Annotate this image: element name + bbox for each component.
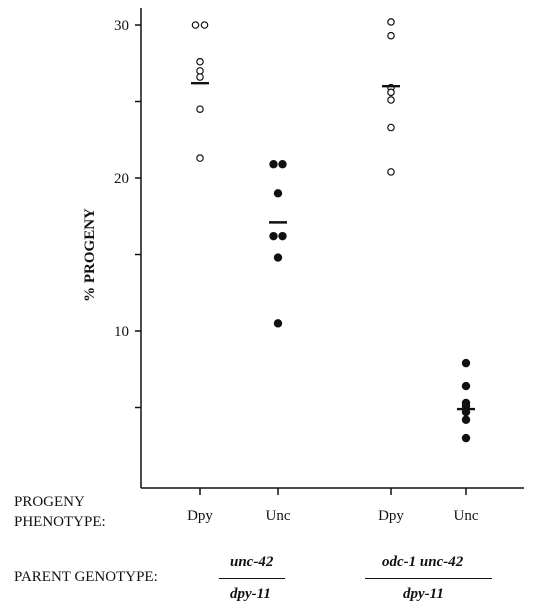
y-tick-label-20: 20	[114, 171, 129, 187]
data-point	[196, 73, 204, 81]
y-tick-label-30: 30	[114, 18, 129, 34]
data-point	[461, 415, 471, 424]
y-tick-label-10: 10	[114, 324, 129, 340]
data-point	[273, 253, 283, 262]
data-point	[196, 105, 204, 113]
group1-genotype-rule	[219, 578, 285, 579]
data-point	[278, 231, 287, 241]
group1-genotype-bottom: dpy-11	[230, 586, 271, 602]
group2-genotype-rule	[365, 578, 492, 579]
group2-genotype-bottom: dpy-11	[403, 586, 444, 602]
data-point	[196, 154, 204, 162]
data-point	[269, 231, 278, 241]
data-point	[273, 189, 283, 198]
data-point	[387, 168, 395, 176]
data-point	[461, 358, 471, 368]
data-point	[387, 31, 395, 40]
data-point	[191, 21, 200, 29]
x-tick-label-dpy: Dpy	[187, 508, 213, 524]
group1-genotype-top: unc-42	[230, 554, 274, 570]
progeny-phenotype-label-line1: PROGENY	[14, 494, 85, 510]
data-point	[461, 433, 471, 443]
group2-genotype-top: odc-1 unc-42	[382, 554, 464, 570]
data-point	[278, 160, 287, 169]
data-point	[387, 88, 395, 97]
data-point	[196, 57, 204, 66]
data-point	[461, 381, 471, 391]
data-point	[387, 96, 395, 104]
data-point	[387, 18, 395, 26]
x-tick-label-unc: Unc	[266, 508, 291, 524]
data-point	[269, 160, 278, 169]
progeny-phenotype-label-line2: PHENOTYPE:	[14, 514, 106, 530]
data-point	[387, 123, 395, 132]
y-axis-label: % PROGENY	[82, 208, 98, 302]
data-point	[200, 21, 209, 29]
x-tick-label-unc: Unc	[454, 508, 479, 524]
parent-genotype-label: PARENT GENOTYPE:	[14, 569, 158, 585]
x-tick-label-dpy: Dpy	[378, 508, 404, 524]
data-point	[196, 67, 204, 75]
data-point	[273, 319, 283, 328]
